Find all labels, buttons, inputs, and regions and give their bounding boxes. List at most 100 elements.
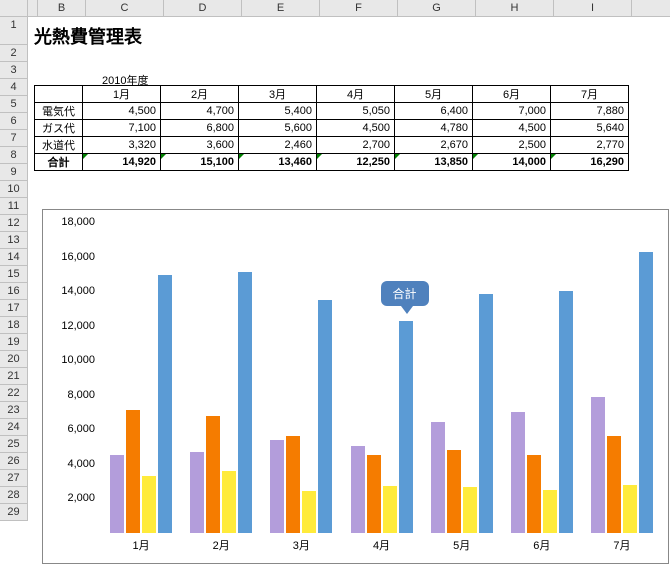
row-header-12[interactable]: 12 [0, 215, 27, 232]
bar[interactable] [527, 455, 541, 533]
col-header-g[interactable]: G [398, 0, 476, 16]
row-header-21[interactable]: 21 [0, 368, 27, 385]
bar[interactable] [238, 272, 252, 533]
data-cell[interactable]: 2,700 [317, 137, 395, 154]
bar[interactable] [511, 412, 525, 533]
col-header-e[interactable]: E [242, 0, 320, 16]
row-header-8[interactable]: 8 [0, 147, 27, 164]
row-header-5[interactable]: 5 [0, 96, 27, 113]
row-header-4[interactable]: 4 [0, 79, 27, 96]
bar[interactable] [639, 252, 653, 533]
bar[interactable] [591, 397, 605, 533]
col-header-d[interactable]: D [164, 0, 242, 16]
row-header-29[interactable]: 29 [0, 504, 27, 521]
bar[interactable] [302, 491, 316, 534]
data-cell[interactable]: 2,460 [239, 137, 317, 154]
row-header-11[interactable]: 11 [0, 198, 27, 215]
bar[interactable] [447, 450, 461, 533]
y-tick: 6,000 [51, 423, 95, 435]
data-cell[interactable]: 4,700 [161, 103, 239, 120]
bar[interactable] [623, 485, 637, 533]
data-cell[interactable]: 4,500 [473, 120, 551, 137]
bar[interactable] [142, 476, 156, 533]
data-cell[interactable]: 3,320 [83, 137, 161, 154]
bar[interactable] [559, 291, 573, 533]
row-header-16[interactable]: 16 [0, 283, 27, 300]
row-header-26[interactable]: 26 [0, 453, 27, 470]
bar[interactable] [367, 455, 381, 533]
total-cell[interactable]: 12,250 [317, 154, 395, 171]
total-cell[interactable]: 13,460 [239, 154, 317, 171]
total-cell[interactable]: 14,920 [83, 154, 161, 171]
row-header-20[interactable]: 20 [0, 351, 27, 368]
data-cell[interactable]: 2,770 [551, 137, 629, 154]
col-header-c[interactable]: C [86, 0, 164, 16]
data-cell[interactable]: 5,050 [317, 103, 395, 120]
total-cell[interactable]: 15,100 [161, 154, 239, 171]
col-header-f[interactable]: F [320, 0, 398, 16]
row-header-7[interactable]: 7 [0, 130, 27, 147]
bar[interactable] [270, 440, 284, 533]
sheet-area[interactable]: 光熱費管理表 2010年度 1月2月3月4月5月6月7月 電気代4,5004,7… [28, 17, 670, 521]
col-header-a[interactable] [28, 0, 38, 16]
bar[interactable] [399, 321, 413, 533]
row-header-1[interactable]: 1 [0, 17, 27, 45]
chart[interactable]: 2,0004,0006,0008,00010,00012,00014,00016… [42, 209, 669, 564]
row-header-19[interactable]: 19 [0, 334, 27, 351]
data-cell[interactable]: 5,400 [239, 103, 317, 120]
bar[interactable] [222, 471, 236, 533]
bar[interactable] [286, 436, 300, 533]
bar[interactable] [126, 410, 140, 533]
bar[interactable] [607, 436, 621, 533]
row-header-25[interactable]: 25 [0, 436, 27, 453]
row-header-18[interactable]: 18 [0, 317, 27, 334]
col-header-b[interactable]: B [38, 0, 86, 16]
bar[interactable] [318, 300, 332, 533]
data-cell[interactable]: 7,880 [551, 103, 629, 120]
callout-total[interactable]: 合計 [381, 281, 429, 306]
row-header-17[interactable]: 17 [0, 300, 27, 317]
bar[interactable] [431, 422, 445, 533]
bar[interactable] [190, 452, 204, 533]
bar[interactable] [206, 416, 220, 533]
data-cell[interactable]: 7,100 [83, 120, 161, 137]
row-header-23[interactable]: 23 [0, 402, 27, 419]
row-header-2[interactable]: 2 [0, 45, 27, 62]
bar[interactable] [463, 487, 477, 533]
bar[interactable] [158, 275, 172, 533]
bar[interactable] [543, 490, 557, 533]
row-header-22[interactable]: 22 [0, 385, 27, 402]
row-header-6[interactable]: 6 [0, 113, 27, 130]
total-cell[interactable]: 13,850 [395, 154, 473, 171]
data-cell[interactable]: 6,400 [395, 103, 473, 120]
data-cell[interactable]: 3,600 [161, 137, 239, 154]
data-cell[interactable]: 2,670 [395, 137, 473, 154]
bar[interactable] [351, 446, 365, 533]
row-header-14[interactable]: 14 [0, 249, 27, 266]
data-cell[interactable]: 5,640 [551, 120, 629, 137]
row-label: ガス代 [35, 120, 83, 137]
col-header-h[interactable]: H [476, 0, 554, 16]
data-cell[interactable]: 4,500 [317, 120, 395, 137]
data-cell[interactable]: 4,780 [395, 120, 473, 137]
total-cell[interactable]: 16,290 [551, 154, 629, 171]
data-cell[interactable]: 6,800 [161, 120, 239, 137]
bar[interactable] [479, 294, 493, 533]
data-cell[interactable]: 2,500 [473, 137, 551, 154]
row-header-10[interactable]: 10 [0, 181, 27, 198]
col-header-i[interactable]: I [554, 0, 632, 16]
bar[interactable] [110, 455, 124, 533]
row-header-28[interactable]: 28 [0, 487, 27, 504]
row-header-9[interactable]: 9 [0, 164, 27, 181]
row-header-27[interactable]: 27 [0, 470, 27, 487]
row-header-13[interactable]: 13 [0, 232, 27, 249]
data-cell[interactable]: 7,000 [473, 103, 551, 120]
row-header-15[interactable]: 15 [0, 266, 27, 283]
data-cell[interactable]: 5,600 [239, 120, 317, 137]
data-cell[interactable]: 4,500 [83, 103, 161, 120]
chart-plot-area: 2,0004,0006,0008,00010,00012,00014,00016… [101, 222, 662, 533]
row-header-24[interactable]: 24 [0, 419, 27, 436]
row-header-3[interactable]: 3 [0, 62, 27, 79]
bar[interactable] [383, 486, 397, 533]
total-cell[interactable]: 14,000 [473, 154, 551, 171]
